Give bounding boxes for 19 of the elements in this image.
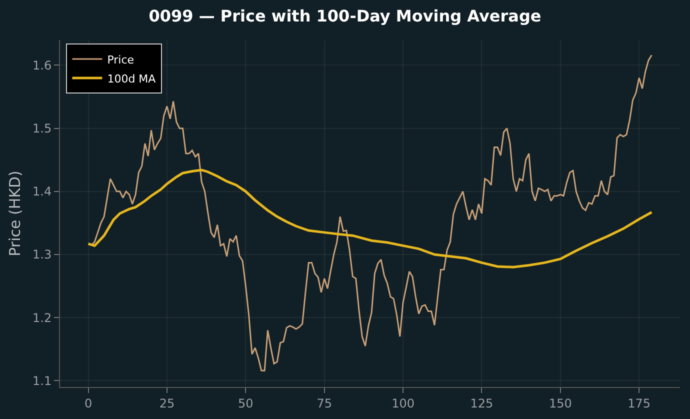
- x-tick-label: 0: [84, 396, 92, 410]
- y-tick-label: 1.5: [32, 122, 52, 136]
- line-series: [87, 168, 653, 268]
- x-tick-label: 125: [470, 396, 494, 410]
- y-tick-label: 1.4: [32, 184, 52, 199]
- y-tick-label: 1.2: [32, 310, 52, 325]
- chart-title: 0099 — Price with 100-Day Moving Average: [148, 6, 542, 26]
- x-tick-label: 175: [628, 396, 651, 410]
- y-tick-label: 1.3: [32, 248, 52, 262]
- x-tick-label: 25: [159, 396, 175, 410]
- x-tick-label: 50: [238, 396, 254, 410]
- x-tick-label: 150: [548, 396, 572, 410]
- y-tick-label: 1.6: [32, 58, 52, 72]
- x-tick-label: 75: [316, 396, 332, 410]
- x-tick-label: 100: [392, 396, 415, 410]
- legend-label: 100d MA: [107, 72, 156, 86]
- legend-label: Price: [107, 53, 134, 66]
- y-tick-label: 1.1: [32, 374, 52, 388]
- y-axis-title: Price (HKD): [6, 170, 24, 256]
